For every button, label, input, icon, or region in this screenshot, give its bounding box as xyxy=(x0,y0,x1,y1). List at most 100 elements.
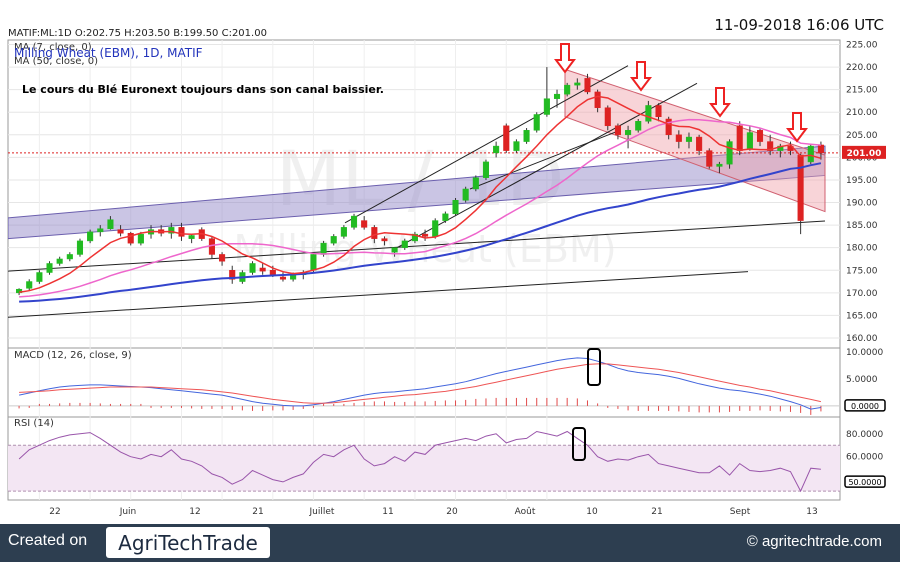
candle-body xyxy=(391,247,398,253)
candle-body xyxy=(188,235,195,239)
candle-layer xyxy=(16,67,824,296)
candle-body xyxy=(533,114,540,131)
ma-layer xyxy=(18,95,822,303)
candle-body xyxy=(472,177,479,190)
trendline xyxy=(8,271,749,318)
macd-label: MACD (12, 26, close, 9) xyxy=(14,350,132,361)
candle-body xyxy=(482,161,490,178)
candle-body xyxy=(66,254,73,260)
y-tick-label: 205.00 xyxy=(846,131,878,141)
y-tick-label: 180.00 xyxy=(846,244,878,254)
candle-body xyxy=(117,229,124,234)
candle-body xyxy=(685,136,693,142)
candle-body xyxy=(168,227,175,234)
candle-body xyxy=(817,144,824,154)
rsi-tick-label: 80.0000 xyxy=(846,430,883,440)
down-arrow-marker xyxy=(630,61,652,92)
x-tick-label: 11 xyxy=(382,507,393,517)
candle-body xyxy=(564,84,571,95)
macd-line xyxy=(18,357,821,410)
candle-body xyxy=(56,258,63,264)
rsi-layer xyxy=(8,430,840,493)
y-tick-label: 165.00 xyxy=(846,311,878,321)
candle-body xyxy=(716,163,723,167)
x-tick-label: Juillet xyxy=(309,507,335,517)
rsi-current-box xyxy=(844,475,886,488)
macd-tick-label: 10.0000 xyxy=(846,348,883,358)
y-tick-label: 210.00 xyxy=(846,108,878,118)
datetime-label: 11-09-2018 16:06 UTC xyxy=(714,16,884,34)
rsi-peak-highlight xyxy=(572,427,586,461)
candle-body xyxy=(503,125,510,151)
down-arrow-marker xyxy=(786,112,808,143)
logo-text: AgriTechTrade xyxy=(118,530,258,555)
candle-body xyxy=(76,240,84,255)
candle-body xyxy=(219,254,226,262)
last-price-label: 201.00 xyxy=(847,149,882,159)
y-tick-label: 170.00 xyxy=(846,289,878,299)
candle-body xyxy=(320,242,327,255)
candle-body xyxy=(513,141,520,151)
candle-body xyxy=(229,270,236,280)
chart-area: ML / 1D Milling Wheat (EBM) 160.00 165.00… xyxy=(7,16,886,517)
down-arrow-marker xyxy=(709,87,731,118)
down-arrow-marker xyxy=(554,43,576,74)
candle-body xyxy=(574,82,581,86)
y-tick-label: 185.00 xyxy=(846,221,878,231)
y-tick-label: 225.00 xyxy=(846,41,878,51)
last-price-badge xyxy=(842,145,886,159)
candle-body xyxy=(523,130,530,142)
candle-body xyxy=(97,228,104,233)
rsi-label: RSI (14) xyxy=(14,418,54,429)
candle-body xyxy=(422,233,429,237)
rsi-band xyxy=(8,445,840,492)
candle-body xyxy=(16,288,23,294)
candle-body xyxy=(553,93,561,99)
candle-body xyxy=(411,233,418,242)
macd-signal-line xyxy=(19,363,822,404)
x-tick-label: 10 xyxy=(586,507,598,517)
y-tick-label: 190.00 xyxy=(846,199,878,209)
x-tick-label: Sept xyxy=(730,507,751,517)
macd-current-label: 0.0000 xyxy=(851,402,879,411)
x-tick-label: 21 xyxy=(252,507,263,517)
ma50-line xyxy=(19,162,822,303)
footer-site-link[interactable]: © agritechtrade.com xyxy=(746,533,882,550)
candle-body xyxy=(625,130,632,136)
agritechtrade-logo: AgriTechTrade xyxy=(106,527,270,558)
candle-body xyxy=(259,267,266,272)
candle-body xyxy=(87,231,94,242)
footer-created-on: Created on xyxy=(8,532,88,549)
macd-current-box xyxy=(844,399,886,412)
candle-body xyxy=(604,107,611,127)
rsi-line xyxy=(18,430,821,493)
y-tick-label: 175.00 xyxy=(846,266,878,276)
candle-body xyxy=(249,263,256,273)
x-tick-label: 12 xyxy=(189,507,200,517)
x-tick-label: Août xyxy=(515,507,536,517)
candle-body xyxy=(756,130,764,142)
ma20-line xyxy=(19,118,821,298)
y-tick-label: 160.00 xyxy=(846,334,878,344)
trendline xyxy=(344,65,629,224)
candle-body xyxy=(543,98,550,115)
candle-body xyxy=(726,141,733,165)
candle-body xyxy=(706,150,713,167)
candle-body xyxy=(746,132,753,149)
candle-body xyxy=(36,272,43,282)
x-tick-label: 22 xyxy=(49,507,60,517)
candle-body xyxy=(594,91,601,108)
candle-body xyxy=(137,233,144,244)
candle-body xyxy=(107,219,114,229)
candle-body xyxy=(330,236,337,244)
candle-body xyxy=(26,281,33,289)
macd-peak-highlight xyxy=(587,348,601,386)
candle-body xyxy=(340,227,347,237)
chart-annotation: Le cours du Blé Euronext toujours dans s… xyxy=(22,83,384,96)
candle-body xyxy=(269,270,276,276)
legend-ma7: MA (7, close, 0) xyxy=(14,42,92,53)
trendline xyxy=(8,220,826,272)
candle-body xyxy=(807,145,814,163)
y-tick-label: 215.00 xyxy=(846,86,878,96)
grid-layer xyxy=(8,40,840,500)
